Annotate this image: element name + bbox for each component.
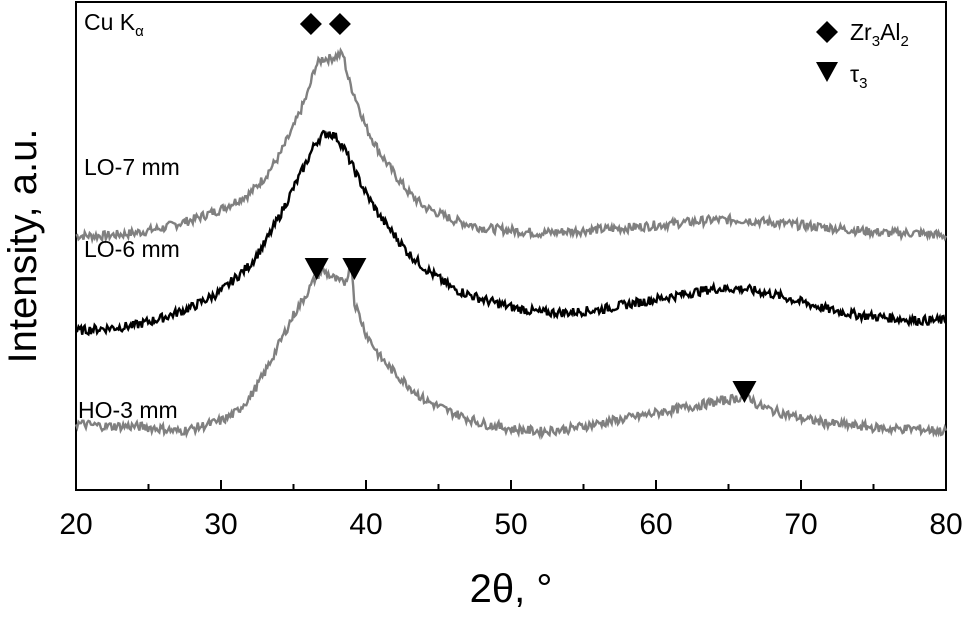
- legend-triangle-icon: [816, 62, 838, 82]
- triangle-peak-marker: [732, 381, 757, 403]
- series-line-0: [75, 46, 948, 245]
- triangle-peak-marker: [304, 258, 329, 280]
- diamond-peak-marker: [299, 13, 322, 35]
- x-tick-label: 60: [639, 508, 672, 541]
- series-label-ho3: HO-3 mm: [78, 397, 178, 423]
- x-tick-label: 20: [59, 508, 92, 541]
- legend: Zr3Al2 τ3: [816, 19, 909, 92]
- x-tick-label: 80: [929, 508, 962, 541]
- x-tick-label: 30: [204, 508, 237, 541]
- y-axis-title: Intensity, a.u.: [1, 129, 45, 364]
- radiation-label: Cu Kα: [84, 9, 144, 40]
- x-tick-label: 40: [349, 508, 382, 541]
- x-tick-label: 50: [494, 508, 527, 541]
- series-line-2: [74, 266, 948, 441]
- x-ticks: 20 30 40 50 60 70 80: [59, 480, 963, 541]
- legend-diamond-icon: [816, 21, 838, 43]
- series-label-lo6: LO-6 mm: [84, 236, 180, 262]
- curves: [74, 46, 948, 441]
- diamond-peak-marker: [328, 13, 351, 35]
- legend-label-zr3al2: Zr3Al2: [850, 19, 909, 50]
- peak-markers: [299, 13, 757, 403]
- x-tick-label: 70: [784, 508, 817, 541]
- triangle-peak-marker: [342, 258, 367, 280]
- legend-label-tau3: τ3: [850, 61, 867, 92]
- x-axis-title: 2θ, °: [470, 567, 553, 611]
- series-label-lo7: LO-7 mm: [84, 154, 180, 180]
- series-line-1: [75, 129, 948, 337]
